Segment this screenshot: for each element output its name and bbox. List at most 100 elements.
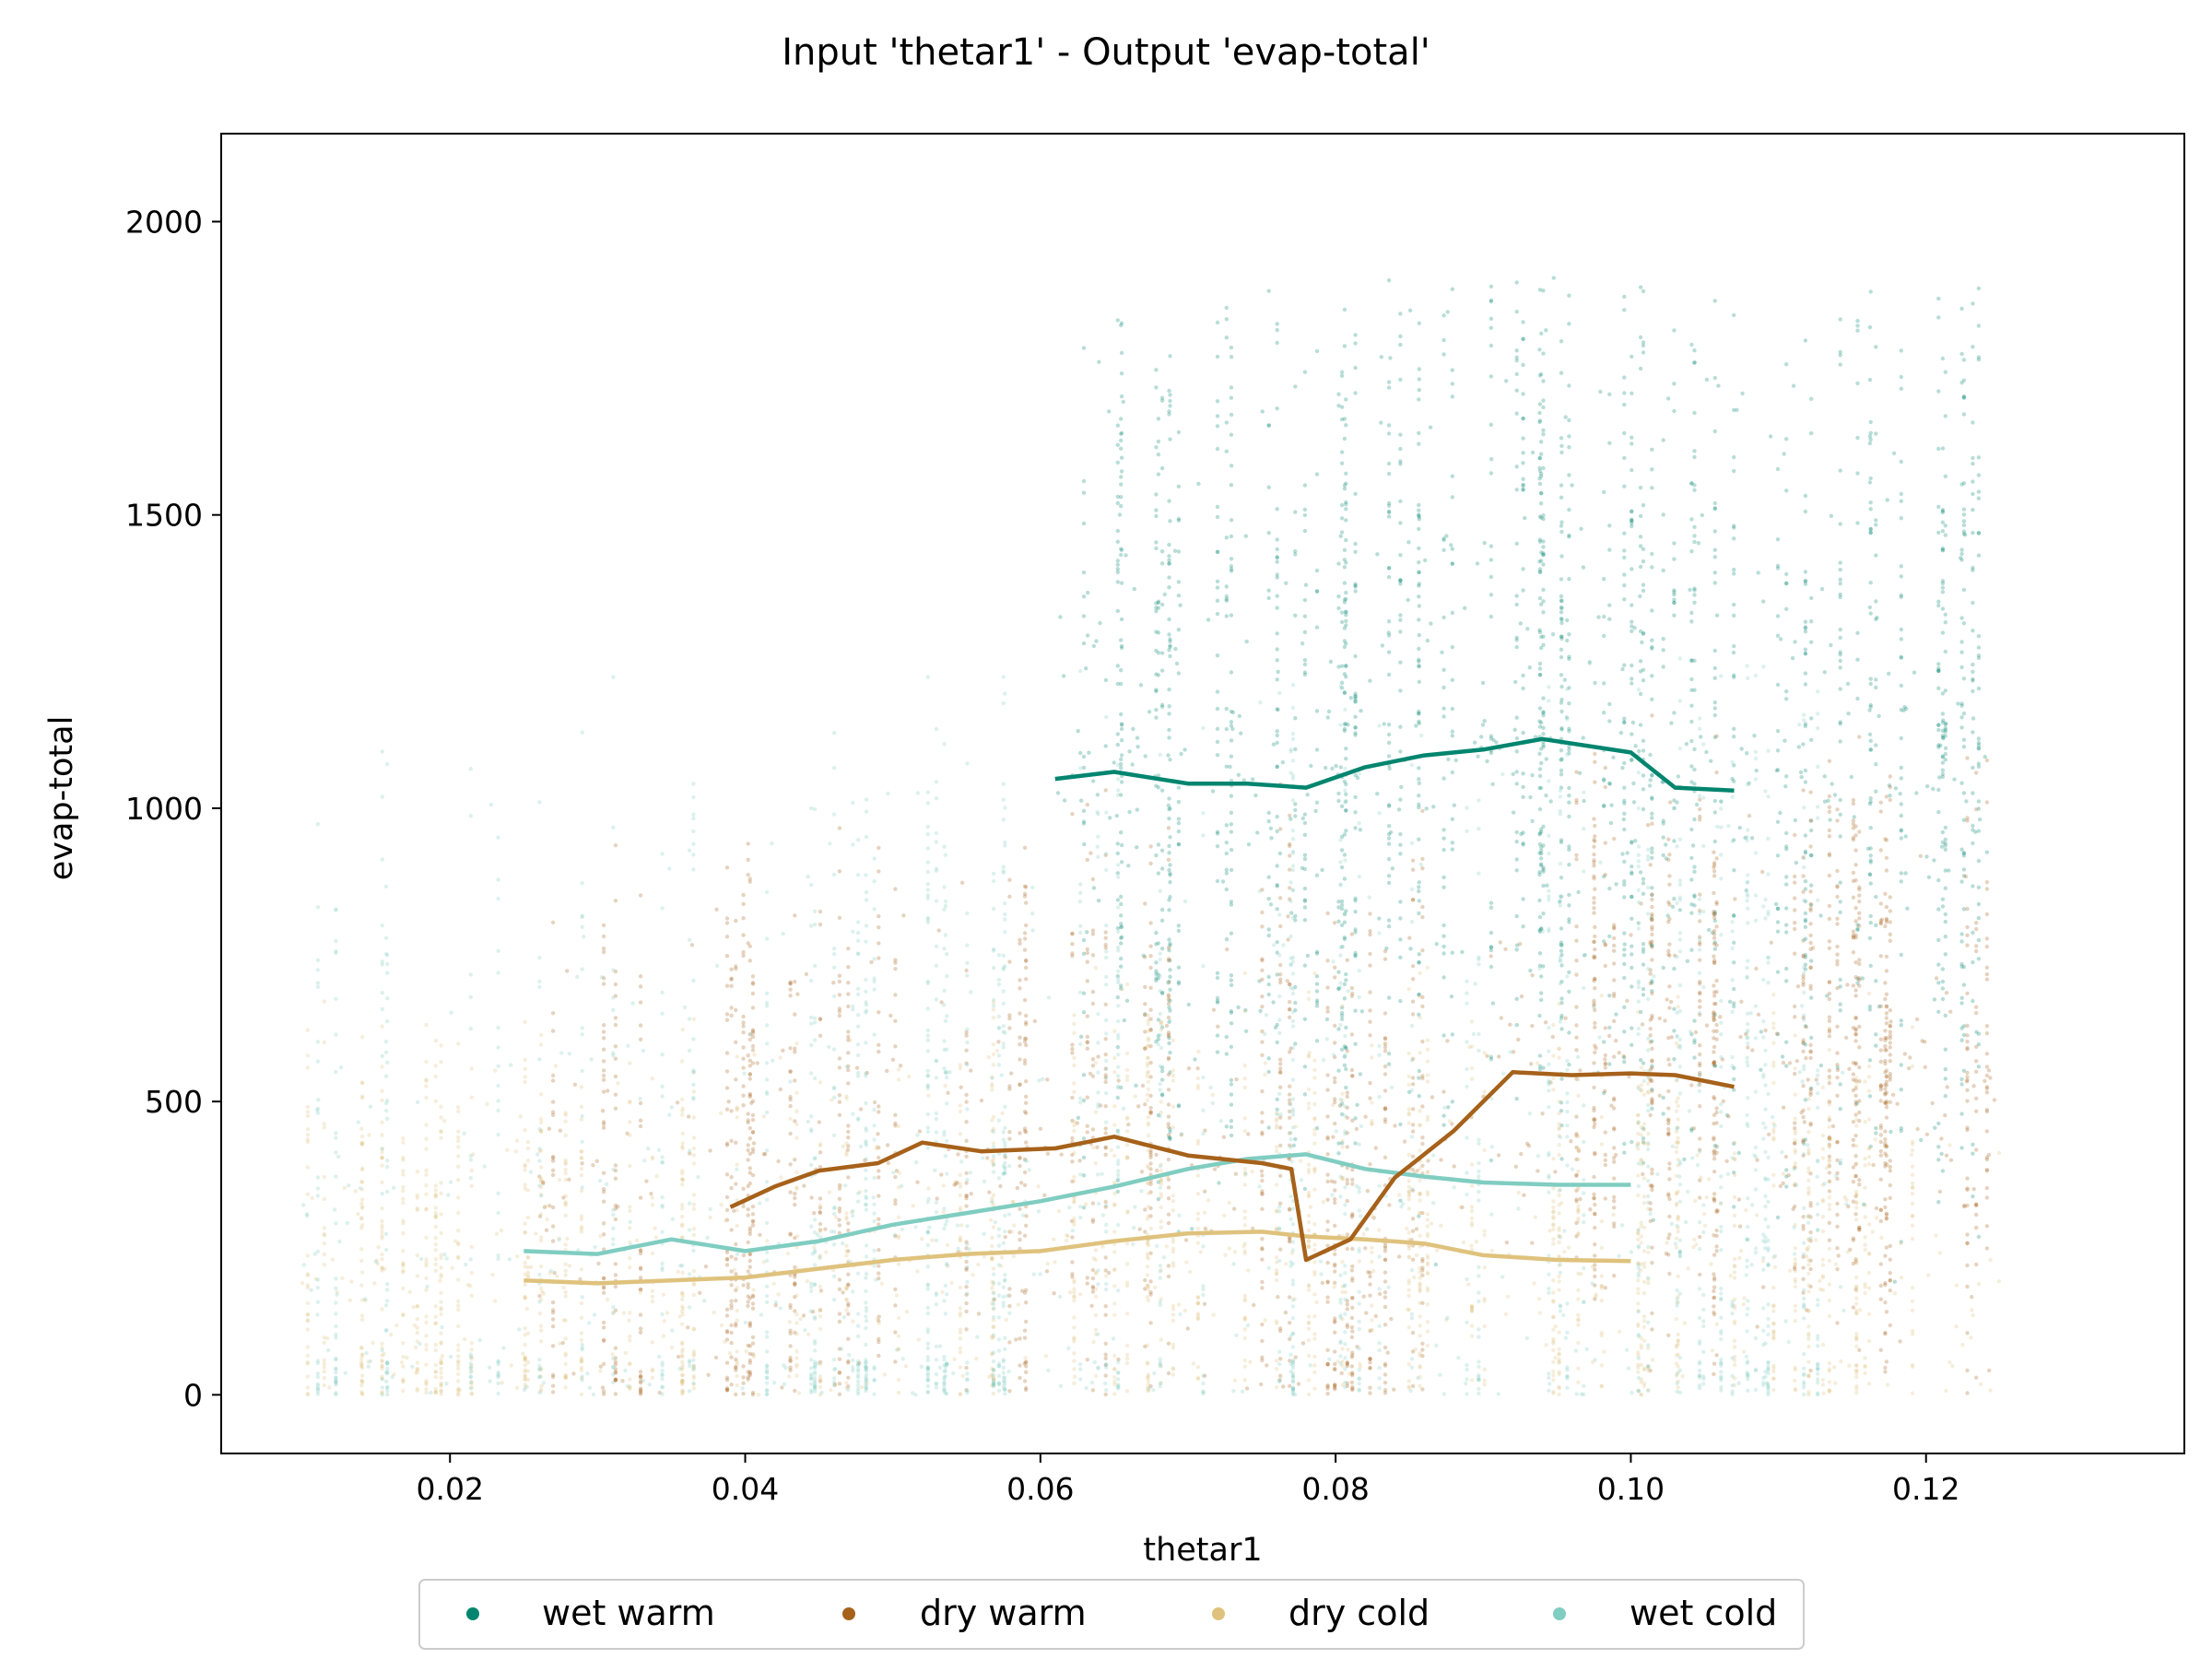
- scatter-point: [1676, 1338, 1680, 1343]
- scatter-point: [1899, 871, 1903, 876]
- scatter-point: [1667, 1161, 1672, 1166]
- scatter-point: [1712, 1012, 1718, 1018]
- scatter-point: [638, 974, 643, 979]
- scatter-point: [802, 1183, 806, 1188]
- scatter-point: [1630, 629, 1634, 633]
- scatter-point: [1650, 904, 1654, 910]
- scatter-point: [1672, 600, 1677, 606]
- scatter-point: [1855, 521, 1860, 525]
- scatter-point: [1537, 468, 1543, 474]
- scatter-point: [1275, 1022, 1279, 1028]
- scatter-point: [1857, 1024, 1862, 1030]
- scatter-point: [550, 1029, 556, 1033]
- scatter-point: [1159, 1077, 1165, 1082]
- scatter-point: [1024, 1013, 1029, 1018]
- scatter-point: [1868, 853, 1873, 858]
- scatter-point: [1059, 1152, 1064, 1157]
- scatter-point: [1537, 419, 1542, 425]
- scatter-point: [1514, 371, 1519, 377]
- scatter-point: [1874, 1043, 1878, 1048]
- scatter-point: [1857, 1347, 1862, 1353]
- scatter-point: [1119, 469, 1124, 474]
- scatter-point: [1258, 1008, 1263, 1014]
- scatter-point: [1893, 786, 1899, 791]
- scatter-point: [1667, 916, 1672, 922]
- scatter-point: [1732, 940, 1736, 945]
- scatter-point: [1803, 879, 1808, 884]
- scatter-point: [1973, 830, 1978, 834]
- scatter-point: [1712, 940, 1718, 945]
- scatter-point: [1961, 395, 1967, 400]
- scatter-point: [1910, 1308, 1915, 1313]
- scatter-point: [1851, 950, 1856, 955]
- scatter-point: [1884, 992, 1889, 997]
- scatter-point: [1665, 913, 1670, 918]
- scatter-point: [1603, 1130, 1608, 1135]
- scatter-point: [1551, 1053, 1556, 1058]
- scatter-point: [1516, 1037, 1521, 1042]
- scatter-point: [1314, 709, 1320, 713]
- scatter-point: [1961, 587, 1967, 593]
- scatter-point: [837, 1009, 842, 1014]
- scatter-point: [1712, 959, 1717, 963]
- scatter-point: [1976, 653, 1982, 658]
- scatter-point: [1663, 1018, 1667, 1023]
- scatter-point: [1803, 967, 1808, 971]
- scatter-point: [1168, 863, 1172, 867]
- scatter-point: [1018, 1155, 1022, 1160]
- scatter-point: [1707, 927, 1712, 933]
- scatter-point: [1325, 1197, 1330, 1202]
- scatter-point: [1325, 1228, 1330, 1233]
- scatter-point: [1712, 1063, 1716, 1067]
- scatter-point: [1398, 462, 1403, 466]
- scatter-point: [1638, 366, 1643, 371]
- scatter-point: [1712, 910, 1716, 914]
- scatter-point: [724, 1194, 730, 1200]
- scatter-point: [1559, 483, 1564, 488]
- scatter-point: [1022, 936, 1028, 941]
- scatter-point: [1386, 566, 1392, 571]
- scatter-point: [823, 1227, 828, 1231]
- scatter-point: [1617, 1051, 1621, 1055]
- scatter-point: [1709, 759, 1713, 763]
- scatter-point: [1781, 1181, 1785, 1186]
- scatter-point: [1899, 828, 1903, 832]
- scatter-point: [1373, 1146, 1379, 1150]
- scatter-point: [1148, 965, 1153, 971]
- scatter-point: [1855, 328, 1860, 333]
- scatter-point: [1388, 830, 1394, 835]
- scatter-point: [1857, 1110, 1862, 1115]
- scatter-point: [1103, 1079, 1108, 1085]
- scatter-point: [1961, 395, 1967, 400]
- scatter-point: [1883, 1091, 1888, 1096]
- scatter-point: [1867, 480, 1873, 485]
- scatter-point: [1382, 1049, 1388, 1053]
- scatter-point: [1714, 1037, 1719, 1041]
- scatter-point: [1961, 394, 1967, 399]
- scatter-point: [1822, 799, 1828, 804]
- scatter-point: [747, 1151, 752, 1157]
- scatter-point: [1078, 1034, 1084, 1040]
- scatter-point: [1820, 1133, 1826, 1138]
- scatter-point: [1156, 673, 1161, 677]
- scatter-point: [1215, 726, 1220, 731]
- scatter-point: [1775, 563, 1781, 569]
- scatter-point: [1398, 577, 1403, 582]
- scatter-point: [1666, 1057, 1671, 1062]
- scatter-point: [1541, 732, 1546, 736]
- scatter-point: [1712, 547, 1718, 552]
- scatter-point: [638, 1037, 643, 1042]
- scatter-point: [1650, 1059, 1654, 1064]
- scatter-point: [1266, 423, 1271, 428]
- scatter-point: [1783, 738, 1787, 743]
- scatter-point: [746, 1303, 750, 1309]
- scatter-point: [1803, 651, 1808, 656]
- scatter-point: [1835, 1266, 1840, 1272]
- scatter-point: [1182, 747, 1187, 752]
- scatter-point: [726, 1100, 731, 1104]
- scatter-point: [1410, 1129, 1416, 1134]
- scatter-point: [1140, 1083, 1146, 1088]
- scatter-point: [1115, 681, 1121, 687]
- scatter-point: [1612, 935, 1617, 941]
- scatter-point: [793, 1265, 797, 1270]
